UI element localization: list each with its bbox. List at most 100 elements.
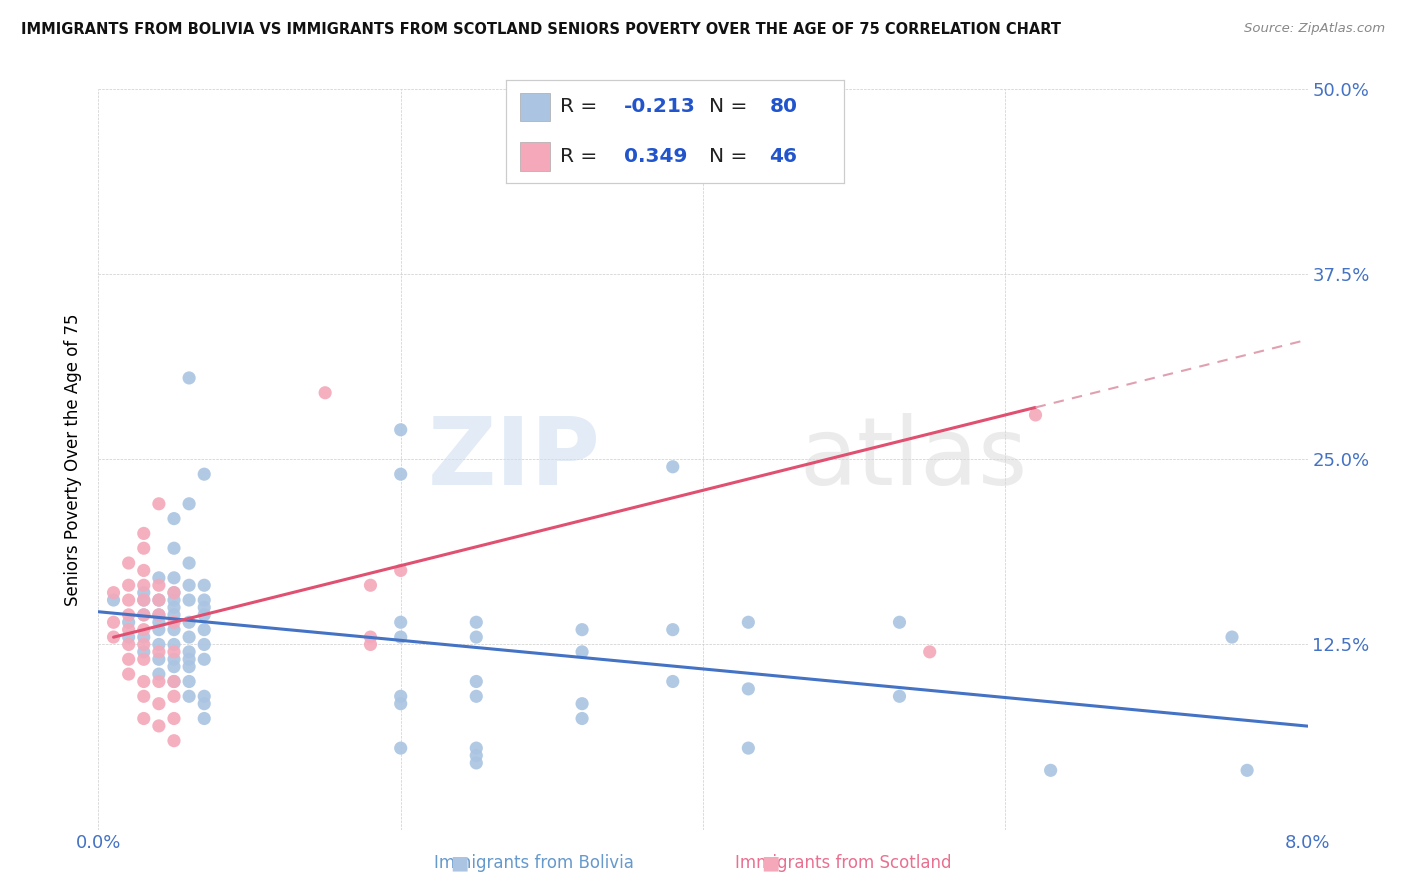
Point: [1025, 408, 1047, 422]
Point: [132, 578, 155, 592]
Point: [179, 630, 201, 644]
Point: [163, 600, 186, 615]
Point: [148, 667, 170, 681]
Point: [163, 645, 186, 659]
Point: [193, 467, 215, 482]
Point: [571, 712, 593, 726]
Text: 80: 80: [769, 97, 797, 116]
Point: [132, 712, 155, 726]
Point: [163, 674, 186, 689]
Point: [163, 585, 186, 599]
Text: Source: ZipAtlas.com: Source: ZipAtlas.com: [1244, 22, 1385, 36]
Point: [118, 667, 141, 681]
Point: [163, 674, 186, 689]
Text: 46: 46: [769, 146, 797, 166]
Point: [148, 497, 170, 511]
Point: [148, 637, 170, 651]
Point: [163, 712, 186, 726]
Point: [163, 623, 186, 637]
Point: [179, 593, 201, 607]
Point: [163, 571, 186, 585]
Point: [132, 585, 155, 599]
Point: [889, 615, 911, 630]
Point: [118, 593, 141, 607]
Point: [389, 564, 412, 578]
FancyBboxPatch shape: [520, 93, 550, 121]
Point: [118, 652, 141, 666]
Point: [193, 593, 215, 607]
Point: [1039, 764, 1062, 778]
Point: [148, 615, 170, 630]
Point: [132, 690, 155, 704]
Point: [148, 645, 170, 659]
Point: [465, 741, 488, 756]
Point: [179, 674, 201, 689]
Point: [118, 615, 141, 630]
Point: [118, 630, 141, 644]
Point: [148, 652, 170, 666]
Point: [661, 623, 683, 637]
Point: [389, 697, 412, 711]
Text: atlas: atlas: [800, 413, 1028, 506]
Point: [103, 593, 125, 607]
Point: [389, 630, 412, 644]
Point: [571, 623, 593, 637]
Point: [737, 741, 759, 756]
Point: [148, 593, 170, 607]
Point: [465, 615, 488, 630]
Point: [148, 697, 170, 711]
Point: [179, 615, 201, 630]
Point: [132, 541, 155, 556]
Text: Immigrants from Scotland: Immigrants from Scotland: [735, 855, 952, 872]
Point: [193, 652, 215, 666]
Point: [661, 127, 683, 141]
Point: [465, 674, 488, 689]
Text: ■: ■: [450, 854, 470, 872]
FancyBboxPatch shape: [520, 142, 550, 170]
Point: [118, 556, 141, 570]
Point: [163, 690, 186, 704]
Text: N =: N =: [709, 146, 754, 166]
Point: [179, 371, 201, 385]
Point: [193, 623, 215, 637]
Text: R =: R =: [560, 146, 603, 166]
Point: [737, 615, 759, 630]
Point: [465, 630, 488, 644]
Point: [389, 467, 412, 482]
Point: [465, 690, 488, 704]
Y-axis label: Seniors Poverty Over the Age of 75: Seniors Poverty Over the Age of 75: [65, 313, 83, 606]
Point: [132, 593, 155, 607]
Point: [314, 385, 336, 400]
Point: [163, 733, 186, 747]
Point: [918, 645, 941, 659]
Point: [360, 578, 382, 592]
Point: [193, 697, 215, 711]
Point: [179, 645, 201, 659]
Point: [163, 652, 186, 666]
Point: [737, 681, 759, 696]
Point: [1220, 630, 1243, 644]
Point: [103, 630, 125, 644]
Point: [118, 607, 141, 622]
Point: [1236, 764, 1258, 778]
Text: Immigrants from Bolivia: Immigrants from Bolivia: [434, 855, 634, 872]
Point: [118, 578, 141, 592]
Point: [163, 637, 186, 651]
Point: [889, 690, 911, 704]
Point: [118, 623, 141, 637]
Point: [389, 615, 412, 630]
Point: [661, 674, 683, 689]
Point: [163, 615, 186, 630]
Text: 0.349: 0.349: [624, 146, 688, 166]
Point: [193, 578, 215, 592]
Point: [193, 607, 215, 622]
Point: [103, 615, 125, 630]
Point: [148, 578, 170, 592]
Point: [148, 607, 170, 622]
Point: [148, 623, 170, 637]
Point: [132, 652, 155, 666]
Point: [661, 459, 683, 474]
Point: [132, 623, 155, 637]
Point: [132, 607, 155, 622]
Point: [132, 645, 155, 659]
